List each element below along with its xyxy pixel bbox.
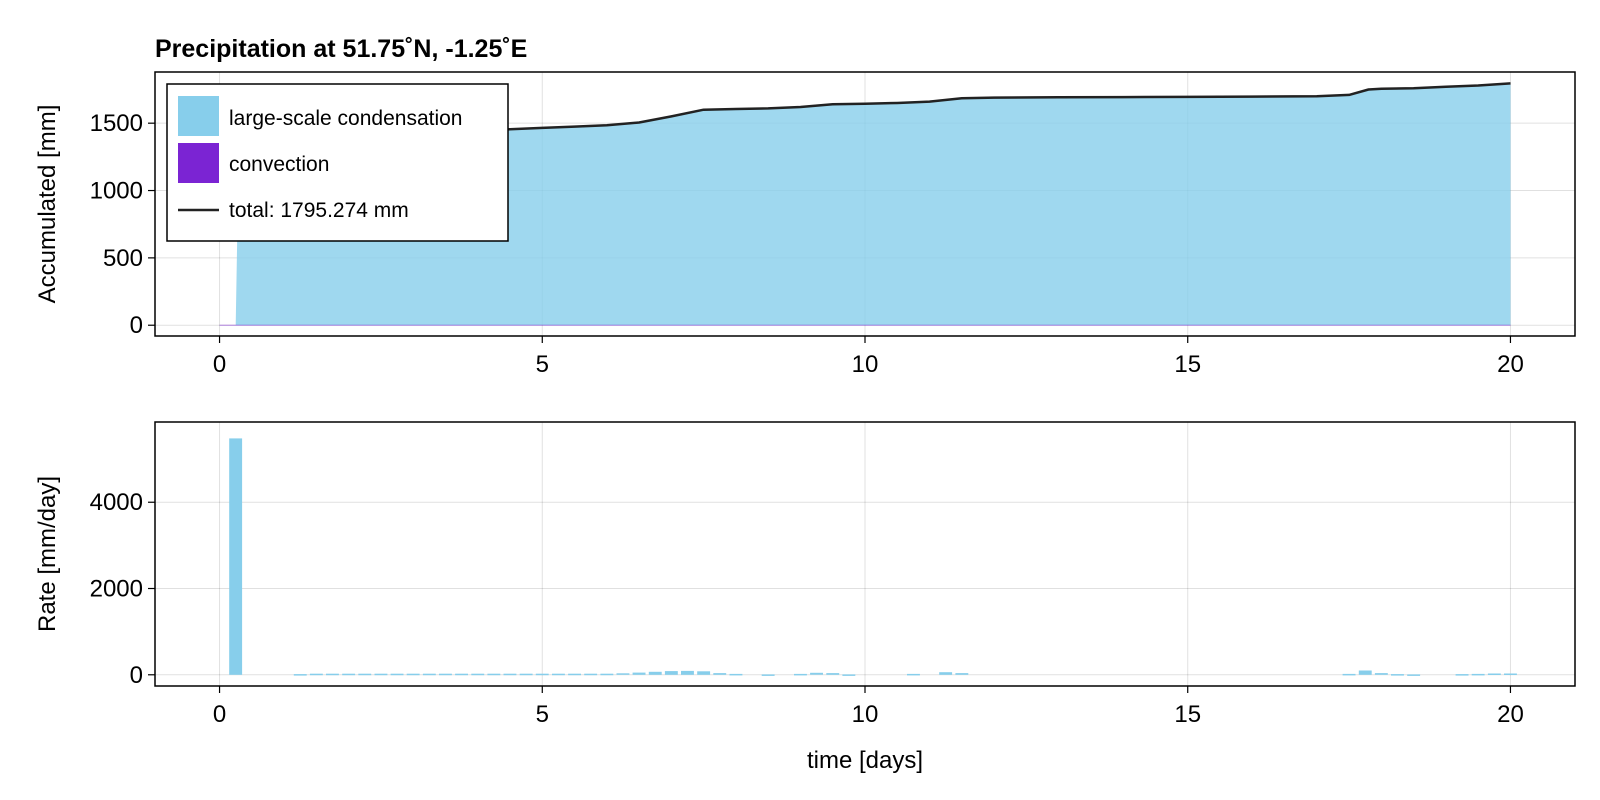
rate-bar [1504,673,1517,675]
accumulated-y-tick-label: 0 [130,312,143,339]
accumulated-x-tick-label: 15 [1174,351,1201,378]
rate-bar [794,673,807,676]
rate-bar [907,673,920,676]
rate-bar [552,673,565,676]
rate-bar [1374,673,1388,675]
rate-bar [406,673,420,676]
accumulated-marks [219,82,1511,326]
legend-swatch-convection [178,143,219,183]
rate-bar [697,671,711,675]
rate-bar [568,673,581,676]
rate-bar [729,673,743,676]
rate-y-ticks: 0 2000 4000 [90,489,155,689]
rate-bar [648,671,662,675]
rate-bar [616,673,630,675]
rate-x-tick-label: 0 [213,701,226,728]
rate-x-tick-label: 10 [852,701,879,728]
accumulated-y-tick-label: 1500 [90,110,143,137]
legend-label-large-scale-condensation: large-scale condensation [229,107,462,130]
rate-bar [1342,673,1356,676]
legend-box [166,83,509,242]
rate-y-tick-label: 4000 [90,489,143,516]
accumulated-x-tick-label: 0 [213,351,226,378]
rate-y-axis-label: Rate [mm/day] [34,476,61,632]
x-axis-label: time [days] [807,747,923,774]
rate-bar [1358,670,1372,675]
rate-bar [293,674,307,676]
total-line [238,82,1511,142]
rate-y-tick-label: 2000 [90,576,143,603]
rate-grid [155,422,1575,686]
rate-bar [326,673,339,676]
rate-y-tick-label: 0 [130,662,143,689]
accumulated-y-tick-label: 500 [103,245,143,272]
rate-bar [939,672,953,675]
rate-bar [713,673,727,675]
chart-title: Precipitation at 51.75˚N, -1.25˚E [155,35,527,63]
accumulated-y-ticks: 0 500 1000 1500 [90,110,155,339]
rate-bar [390,673,404,676]
rate-bar [358,673,372,676]
rate-bar [455,673,468,676]
legend: large-scale condensation convection tota… [166,83,509,242]
rate-bar [229,438,243,675]
rate-x-tick-label: 15 [1174,701,1201,728]
accumulated-x-tick-label: 20 [1497,351,1524,378]
rate-bar [1407,674,1421,676]
rate-x-ticks: 0 5 10 15 20 [213,686,1524,728]
rate-bar [600,673,614,676]
rate-bar [664,671,678,675]
rate-bar [535,673,549,676]
rate-bar [955,673,969,675]
rate-bar [681,670,694,675]
rate-bar [503,673,517,676]
rate-bar [1487,673,1501,675]
rate-bar [422,673,436,676]
rate-bar [826,673,840,675]
rate-bar [584,673,598,676]
rate-bar [309,673,323,676]
rate-bar [1471,673,1485,676]
rate-bar [471,673,485,676]
rate-bar [842,674,856,676]
rate-bar [761,674,775,676]
rate-bar [1455,674,1469,676]
rate-bar [374,673,388,676]
accumulated-x-tick-label: 10 [852,351,879,378]
rate-bar [342,673,356,676]
rate-bar [519,673,533,676]
accumulated-panel: Precipitation at 51.75˚N, -1.25˚E 0 5 10 15… [34,35,1576,378]
rate-x-tick-label: 5 [536,701,549,728]
accumulated-y-axis-label: Accumulated [mm] [34,105,61,304]
rate-bar [1391,674,1404,676]
rate-bar [487,673,501,676]
large-scale-condensation-area [219,83,1511,326]
rate-bar [632,672,646,675]
legend-label-convection: convection [229,153,329,176]
legend-swatch-large-scale-condensation [178,96,219,136]
rate-x-tick-label: 20 [1497,701,1524,728]
accumulated-x-tick-label: 5 [536,351,549,378]
legend-label-total: total: 1795.274 mm [229,199,409,222]
rate-bar [439,673,452,676]
accumulated-y-tick-label: 1000 [90,178,143,205]
rate-bars [229,438,1517,676]
accumulated-x-ticks: 0 5 10 15 20 [213,336,1524,378]
rate-bar [810,672,823,675]
rate-panel: 0 5 10 15 20 0 2000 4000 Rate [mm/day] time [d… [34,421,1576,774]
